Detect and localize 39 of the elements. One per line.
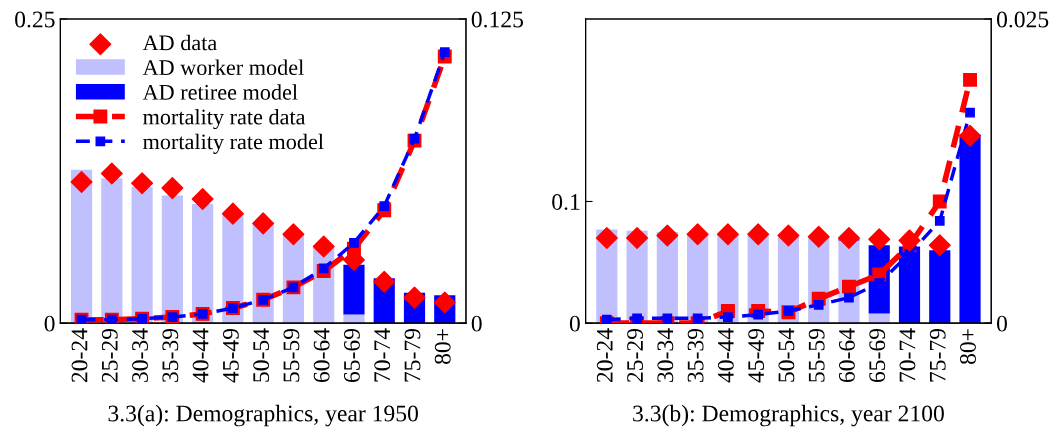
y-tick-label: 0.1 xyxy=(552,193,580,211)
x-tick-label: 30-34 xyxy=(132,328,148,382)
x-tick-label: 55-59 xyxy=(283,328,300,382)
x-tick-label: 50-54 xyxy=(253,328,270,382)
x-tick-label: 55-59 xyxy=(808,328,825,382)
legend-label: mortality rate data xyxy=(143,108,306,130)
x-tick-label: 70-74 xyxy=(899,328,916,382)
x-tick-label: 60-64 xyxy=(313,328,330,383)
x-tick-label: 35-39 xyxy=(162,328,179,382)
x-tick-label: 40-44 xyxy=(717,328,734,383)
x-tick-label: 50-54 xyxy=(778,328,795,382)
x-tick-label: 30-34 xyxy=(657,328,674,382)
x-tick-label: 75-79 xyxy=(404,328,421,382)
x-tick-label: 35-39 xyxy=(687,328,704,382)
x-tick-label: 25-29 xyxy=(627,328,643,383)
x-tick-label: 20-24 xyxy=(596,328,613,383)
legend-label: AD data xyxy=(142,34,217,51)
legend-label: AD worker model xyxy=(142,59,304,76)
x-tick-label: 25-29 xyxy=(101,328,118,383)
x-tick-label: 65-69 xyxy=(344,328,360,383)
x-tick-label: 65-69 xyxy=(869,328,886,383)
legend-label: mortality rate model xyxy=(143,133,324,154)
text: 3.3(b): Demographics, year 2100 xyxy=(633,404,944,427)
x-tick-label: 40-44 xyxy=(192,328,209,383)
x-tick-label: 60-64 xyxy=(838,328,855,383)
x-tick-label: 45-49 xyxy=(222,328,239,383)
y2-tick-label: 0 xyxy=(471,315,482,332)
text: 3.3(a): Demographics, year 1950 xyxy=(108,404,418,427)
x-tick-label: 80+ xyxy=(434,329,451,365)
x-tick-label: 70-74 xyxy=(374,328,391,382)
x-tick-label: 75-79 xyxy=(929,328,946,382)
x-tick-label: 80+ xyxy=(960,329,976,365)
y2-tick-label: 0.125 xyxy=(471,11,524,28)
y2-tick-label: 0.025 xyxy=(996,11,1049,28)
x-tick-label: 20-24 xyxy=(71,328,88,383)
y2-tick-label: 0 xyxy=(996,315,1007,332)
x-tick-label: 45-49 xyxy=(748,328,765,383)
legend-label: AD retiree model xyxy=(142,84,298,100)
y-tick-label: 0.25 xyxy=(15,11,55,28)
